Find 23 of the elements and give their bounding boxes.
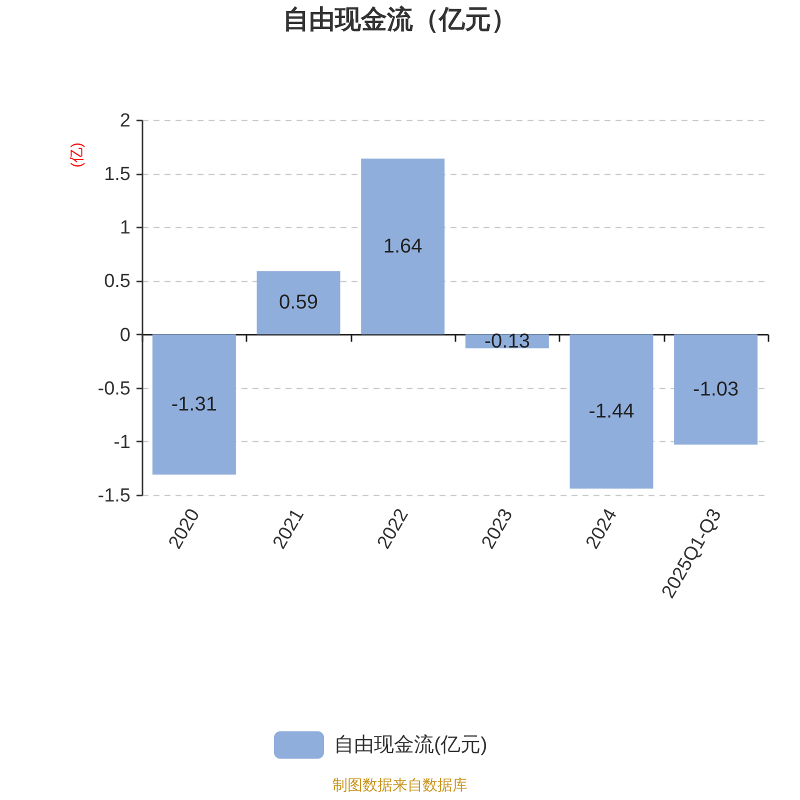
bar [570, 334, 654, 489]
legend-label: 自由现金流(亿元) [334, 734, 488, 756]
data-label: 1.64 [383, 235, 422, 258]
y-tick-label: 0 [120, 324, 130, 346]
data-label: -1.03 [693, 378, 739, 400]
y-tick-label: -0.5 [98, 378, 130, 400]
y-axis-title: (亿) [68, 142, 86, 168]
y-tick-label: 2 [120, 110, 130, 132]
y-tick-label: 1.5 [104, 164, 130, 186]
bar [152, 334, 236, 475]
bar [674, 334, 758, 445]
bar [361, 158, 445, 334]
text: 制图数据来自数据库 [332, 776, 468, 795]
y-tick-label: -1.5 [98, 486, 130, 506]
y-tick-label: 1 [120, 218, 130, 239]
chart-title: 自由现金流（亿元） [283, 4, 517, 34]
data-label: 0.59 [279, 292, 318, 314]
bar [256, 271, 340, 334]
y-tick-label: 0.5 [104, 271, 130, 292]
y-tick-label: -1 [114, 432, 130, 453]
data-label: -0.13 [484, 330, 530, 352]
data-label: -1.31 [171, 393, 217, 416]
data-label: -1.44 [588, 400, 634, 422]
